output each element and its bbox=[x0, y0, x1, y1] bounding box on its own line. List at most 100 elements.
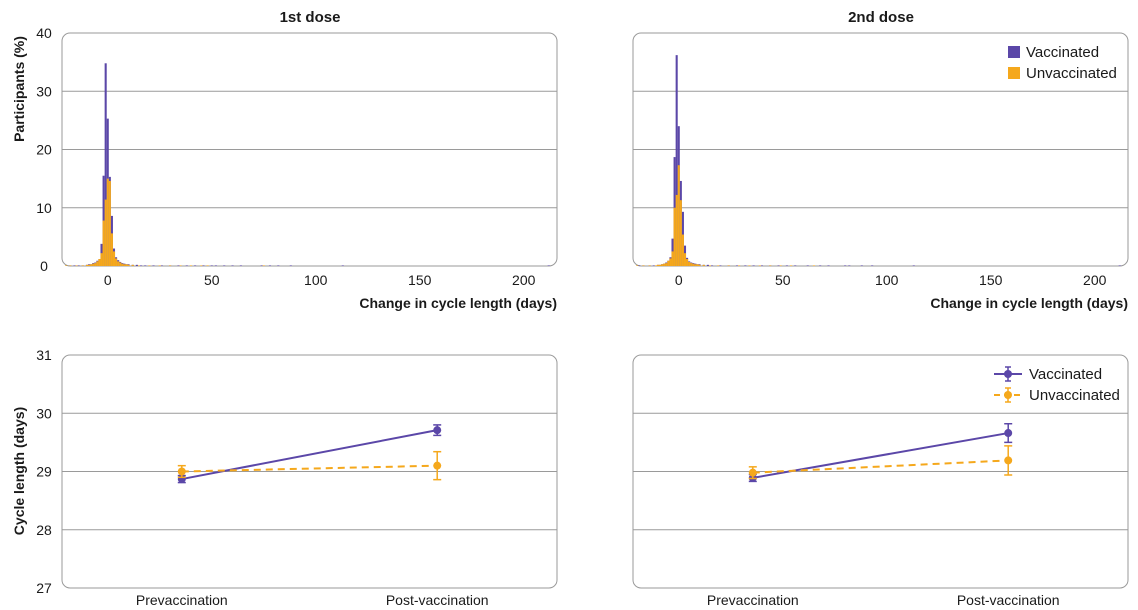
legend-label-vaccinated: Vaccinated bbox=[1026, 44, 1099, 61]
x-category-label: Post-vaccination bbox=[386, 592, 489, 608]
histogram-bar bbox=[752, 265, 755, 266]
histogram-bar bbox=[139, 265, 143, 266]
y-tick-label: 30 bbox=[36, 405, 52, 421]
histogram-bar bbox=[108, 180, 111, 266]
legend-swatch bbox=[1008, 46, 1020, 58]
histogram-bar bbox=[638, 265, 641, 266]
histogram-panel-1st-dose: 1st dose Participants (%) Change in cycl… bbox=[11, 9, 558, 311]
histogram-bar bbox=[179, 265, 182, 266]
plot-area-2nd-dose: 0 50 100 150 200 Vaccinated Unvaccinated bbox=[632, 32, 1129, 288]
legend-label-unvaccinated: Unvaccinated bbox=[1029, 387, 1120, 404]
plot-area-cycle-2nd-dose: Prevaccination Post-vaccination Vaccinated… bbox=[632, 354, 1129, 608]
plot-frame bbox=[632, 32, 1129, 267]
histogram-bar bbox=[90, 264, 93, 266]
line-panel-2nd-dose: Prevaccination Post-vaccination Vaccinated… bbox=[632, 354, 1129, 608]
histogram-bar bbox=[102, 220, 105, 266]
histogram-bar bbox=[65, 265, 68, 266]
series-vaccinated bbox=[748, 422, 1013, 483]
histogram-bar bbox=[110, 233, 113, 266]
histogram-bar bbox=[806, 265, 809, 266]
histogram-bar bbox=[1118, 265, 1121, 266]
histogram-bar bbox=[683, 253, 687, 266]
histogram-bar bbox=[115, 258, 118, 266]
histogram-bar bbox=[710, 265, 714, 266]
histogram-bar bbox=[702, 264, 705, 266]
histogram-bar bbox=[636, 265, 639, 266]
histogram-bar bbox=[85, 264, 88, 266]
histogram-bar bbox=[681, 234, 684, 266]
series-line bbox=[181, 464, 438, 473]
histogram-bar bbox=[148, 265, 151, 266]
histogram-bar bbox=[844, 265, 847, 266]
histogram-bar bbox=[679, 200, 682, 266]
y-tick-label: 10 bbox=[36, 200, 52, 216]
histogram-bar bbox=[137, 265, 140, 266]
histogram-bar bbox=[708, 265, 711, 266]
histogram-bar bbox=[121, 263, 124, 266]
legend-swatch bbox=[1008, 67, 1020, 79]
histogram-bar bbox=[94, 263, 97, 266]
x-axis-title-1st-dose: Change in cycle length (days) bbox=[359, 295, 557, 311]
histogram-bar bbox=[665, 263, 668, 266]
histogram-bar bbox=[912, 265, 915, 266]
histogram-bar bbox=[719, 265, 722, 266]
histogram-bar bbox=[698, 264, 701, 266]
y-tick-label: 40 bbox=[36, 25, 52, 41]
histogram-bar bbox=[694, 264, 697, 266]
x-tick-label: 150 bbox=[408, 272, 432, 288]
histogram-bar bbox=[656, 264, 659, 266]
histogram-bar bbox=[152, 265, 155, 266]
data-point bbox=[1004, 456, 1013, 465]
histogram-bar bbox=[75, 265, 78, 266]
histogram-bar bbox=[131, 264, 134, 266]
x-tick-label: 200 bbox=[1083, 272, 1107, 288]
histogram-bar bbox=[744, 265, 747, 266]
series-vaccinated bbox=[638, 55, 1121, 267]
line-panel-1st-dose: Cycle length (days) 27 28 29 30 31 Prevaccina… bbox=[11, 347, 558, 608]
histogram-bar bbox=[690, 263, 693, 266]
series-unvaccinated bbox=[748, 445, 1013, 480]
plot-area-cycle-1st-dose: 27 28 29 30 31 Prevaccination Post-vaccination bbox=[36, 347, 558, 608]
histogram-bar bbox=[735, 265, 739, 266]
histogram-bar bbox=[200, 265, 203, 266]
legend-label-unvaccinated: Unvaccinated bbox=[1026, 65, 1117, 82]
histogram-bar bbox=[144, 265, 147, 266]
histogram-bar bbox=[106, 178, 109, 266]
data-point bbox=[177, 467, 186, 476]
histogram-bar bbox=[848, 265, 851, 266]
histogram-bar bbox=[119, 262, 122, 266]
histogram-bar bbox=[214, 265, 217, 266]
x-tick-label: 100 bbox=[304, 272, 328, 288]
histogram-bar bbox=[81, 265, 84, 266]
histogram-bar bbox=[794, 265, 797, 266]
histogram-bar bbox=[673, 207, 676, 266]
histogram-bar bbox=[669, 258, 672, 266]
x-category-label: Post-vaccination bbox=[957, 592, 1060, 608]
histogram-bar bbox=[210, 265, 213, 266]
histogram-bar bbox=[777, 265, 780, 266]
y-tick-label: 29 bbox=[36, 464, 52, 480]
histogram-bar bbox=[671, 251, 674, 266]
histogram-bar bbox=[686, 259, 689, 266]
data-point bbox=[433, 461, 442, 470]
histogram-bar bbox=[127, 264, 130, 266]
histogram-bar bbox=[727, 265, 730, 266]
histogram-bar bbox=[871, 265, 874, 266]
plot-frame bbox=[61, 354, 558, 589]
legend-label-vaccinated: Vaccinated bbox=[1029, 366, 1102, 383]
histogram-bar bbox=[98, 259, 101, 266]
histogram-bar bbox=[277, 265, 280, 266]
panel-title-1st-dose: 1st dose bbox=[280, 9, 341, 26]
histogram-bar bbox=[738, 265, 741, 266]
series-vaccinated bbox=[69, 63, 550, 266]
x-category-label: Prevaccination bbox=[707, 592, 799, 608]
histogram-bar bbox=[189, 265, 192, 266]
histogram-bar bbox=[706, 264, 709, 266]
histogram-bar bbox=[790, 265, 793, 266]
histogram-panel-2nd-dose: 2nd dose Change in cycle length (days) 0… bbox=[632, 9, 1129, 311]
y-axis-title-cycle-length: Cycle length (days) bbox=[11, 407, 27, 535]
x-tick-label: 50 bbox=[775, 272, 791, 288]
y-tick-label: 28 bbox=[36, 522, 52, 538]
legend-marker bbox=[994, 387, 1022, 403]
